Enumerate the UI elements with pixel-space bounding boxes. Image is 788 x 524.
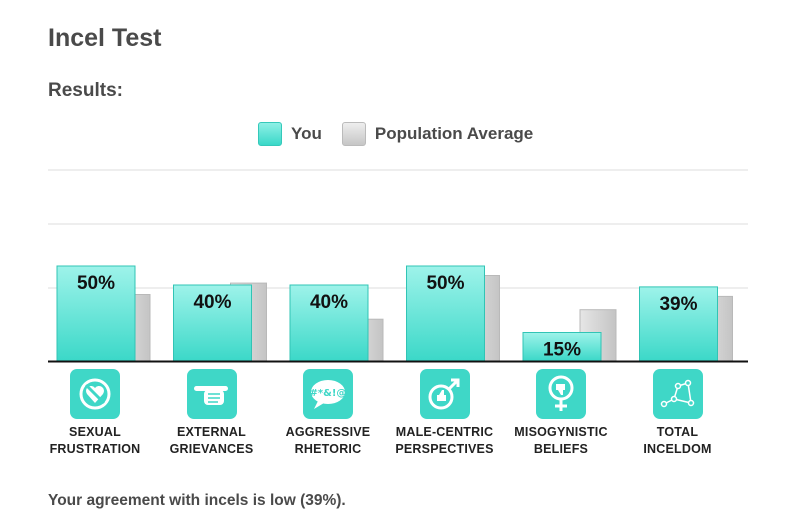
bar-value-label: 40%: [310, 292, 348, 313]
result-summary: Your agreement with incels is low (39%).: [48, 492, 346, 509]
category-label-line: MISOGYNISTIC: [514, 425, 608, 439]
svg-text:#*&!@: #*&!@: [310, 388, 347, 399]
category-label: EXTERNAL GRIEVANCES: [154, 424, 270, 458]
female-symbol-thumbs-down-icon: [536, 369, 586, 419]
bar-value-label: 40%: [193, 292, 231, 313]
category-label-line: PERSPECTIVES: [395, 442, 494, 456]
page-title: Incel Test: [48, 24, 162, 52]
legend-label-population: Population Average: [374, 124, 534, 143]
bar-you: [56, 265, 136, 362]
legend-swatch-you: [258, 122, 282, 146]
bar-you: [639, 286, 718, 362]
bar-value-label: 15%: [543, 340, 581, 361]
bar-you: [406, 265, 485, 362]
category-label: SEXUAL FRUSTRATION: [37, 424, 153, 458]
category-label-line: GRIEVANCES: [169, 442, 254, 456]
category-label-line: BELIEFS: [533, 442, 589, 456]
bar-value-label: 50%: [77, 273, 115, 294]
category-label-line: MALE-CENTRIC: [395, 425, 494, 439]
legend-label-you: You: [291, 124, 322, 143]
category-label-line: RHETORIC: [294, 442, 362, 456]
bar-you: [522, 332, 602, 362]
category-label: TOTAL INCELDOM: [620, 424, 736, 458]
bar-value-label: 39%: [659, 294, 697, 315]
category-label-line: SEXUAL: [69, 425, 121, 439]
category-label-line: AGGRESSIVE: [285, 425, 371, 439]
category-label: MISOGYNISTIC BELIEFS: [503, 424, 619, 458]
legend-item-population: Population Average: [341, 122, 534, 146]
chart-legend: You Population Average: [258, 122, 553, 146]
bar-value-label: 50%: [426, 273, 464, 294]
category-label: MALE-CENTRIC PERSPECTIVES: [387, 424, 503, 458]
broken-heart-icon: [70, 369, 120, 419]
category-label: AGGRESSIVE RHETORIC: [270, 424, 386, 458]
legend-item-you: You: [258, 122, 322, 146]
male-symbol-thumbs-up-icon: [419, 369, 470, 419]
category-label-line: TOTAL: [656, 425, 699, 439]
pointing-hand-icon: [186, 369, 237, 419]
legend-swatch-population: [341, 122, 366, 146]
category-label-line: FRUSTRATION: [49, 442, 141, 456]
category-label-line: INCELDOM: [643, 442, 712, 456]
bar-you: [289, 284, 369, 362]
constellation-icon: [652, 369, 703, 419]
swearing-speech-bubble-icon: #*&!@: [303, 369, 353, 419]
results-heading: Results:: [48, 80, 123, 101]
category-label-line: EXTERNAL: [177, 425, 246, 439]
bar-you: [173, 284, 252, 362]
